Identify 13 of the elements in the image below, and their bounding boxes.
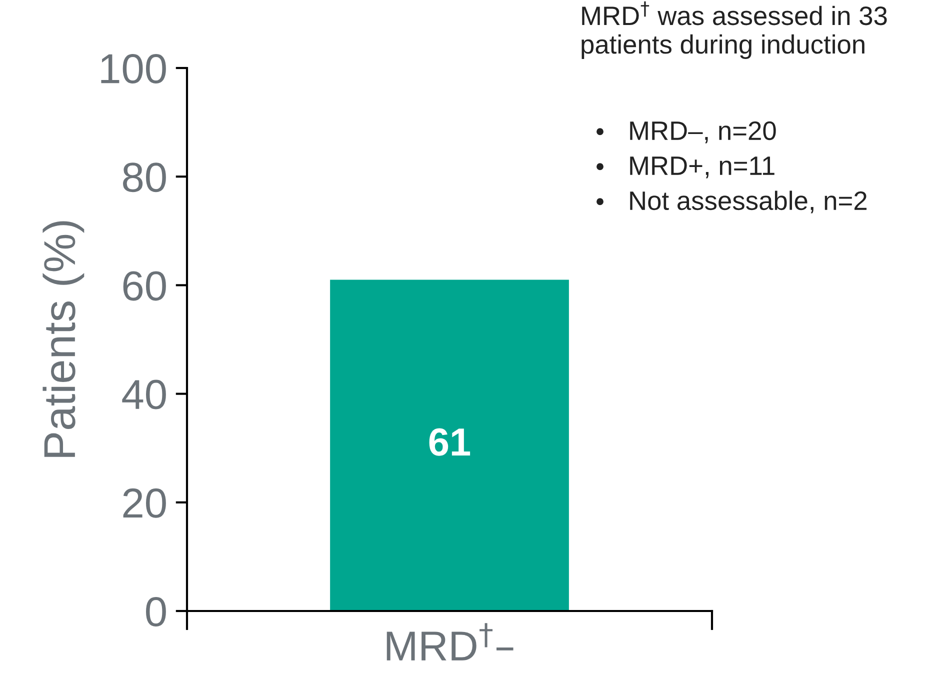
text: Not assessable, n=2 (630, 190, 867, 214)
y-tick-label: 100 (101, 54, 166, 84)
data-label: 61 (429, 428, 470, 456)
y-tick-label: 80 (123, 162, 166, 192)
text: MRD$^{†}$ was assessed in 33 patients during induction (582, 1, 887, 60)
text: MRD–, n=20 (630, 121, 776, 144)
y-tick-label: 40 (122, 380, 166, 410)
text: MRD+, n=11 (630, 156, 774, 178)
y-tick-label: 20 (123, 488, 166, 518)
x-tick-label: MRD$^{†}$– (386, 623, 514, 660)
y-tick-label: 0 (146, 597, 166, 627)
y-tick-label: 60 (123, 271, 166, 301)
y-axis-title: Patients (%) (42, 221, 84, 457)
